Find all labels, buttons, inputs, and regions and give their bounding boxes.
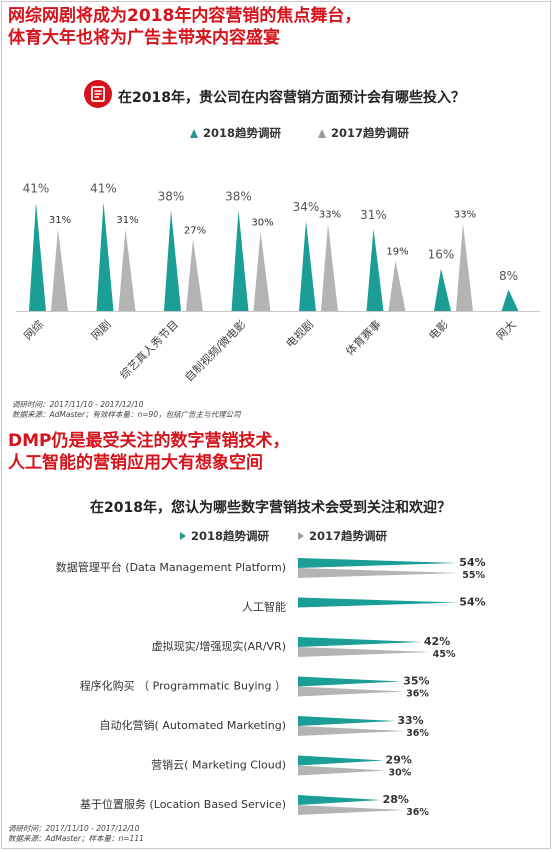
category-label: 营销云( Marketing Cloud)	[151, 758, 286, 772]
data-label-2017: 30%	[389, 768, 412, 779]
headline-line: 网综网剧将成为2018年内容营销的焦点舞台，	[8, 6, 362, 26]
data-label-2017: 31%	[49, 215, 71, 226]
bar-2018	[299, 220, 316, 311]
data-label-2018: 34%	[293, 200, 320, 214]
bar-2018	[298, 558, 458, 568]
headline-line: 人工智能的营销应用大有想象空间	[8, 453, 263, 473]
bar-2018	[366, 228, 384, 311]
data-label-2018: 38%	[225, 189, 252, 203]
bar-2017	[298, 686, 405, 697]
data-label-2017: 27%	[184, 225, 206, 236]
legend-label: 2018趋势调研	[191, 529, 270, 543]
question-content-investment: 在2018年，贵公司在内容营销方面预计会有哪些投入？	[118, 90, 465, 106]
legend-item-2017: 2017趋势调研	[318, 125, 409, 141]
data-label-2018: 8%	[499, 269, 518, 283]
bar-2017	[298, 805, 405, 815]
data-label-2017: 36%	[406, 689, 429, 700]
note-line: 数据来源：AdMaster；有效样本量：n=90，包括广告主与代理公司	[12, 410, 241, 419]
note-line: 数据来源：AdMaster；样本量：n=111	[8, 834, 144, 843]
bar-2017	[388, 260, 406, 311]
data-label-2018: 54%	[459, 596, 485, 609]
headline-content-marketing: 网综网剧将成为2018年内容营销的焦点舞台， 体育大年也将为广告主带来内容盛宴	[8, 5, 361, 49]
data-label-2017: 33%	[454, 210, 476, 221]
data-label-2017: 30%	[251, 218, 273, 229]
triangle-marker-icon	[298, 532, 304, 540]
bar-2018	[298, 795, 381, 805]
bar-2018	[298, 716, 396, 726]
category-label: 虚拟现实/增强现实(AR/VR)	[152, 639, 286, 653]
bar-2017	[118, 228, 136, 311]
data-label-2018: 31%	[360, 208, 387, 222]
legend-item-2017: 2017趋势调研	[298, 528, 387, 544]
bar-2018	[231, 210, 249, 311]
survey-note: 调研时间：2017/11/10 - 2017/12/10 数据来源：AdMast…	[8, 824, 144, 844]
data-label-2018: 16%	[428, 248, 455, 262]
note-line: 调研时间：2017/11/10 - 2017/12/10	[8, 824, 140, 833]
data-label-2017: 55%	[462, 570, 485, 581]
triangle-marker-icon	[190, 128, 198, 138]
headline-dmp: DMP仍是最受关注的数字营销技术， 人工智能的营销应用大有想象空间	[8, 430, 290, 474]
data-label-2018: 35%	[403, 675, 429, 688]
bar-2017	[298, 568, 461, 578]
bar-2018	[298, 597, 458, 608]
content-investment-chart: 41%31%网综41%31%网剧38%27%综艺真人秀节目38%30%自制视频/…	[16, 181, 540, 384]
document-icon	[84, 80, 112, 108]
legend-item-2018: 2018趋势调研	[180, 528, 269, 544]
bar-2018	[298, 676, 402, 687]
category-label: 自动化营销( Automated Marketing)	[100, 718, 286, 732]
bar-2018	[434, 268, 451, 311]
bar-2018	[29, 202, 46, 311]
data-label-2018: 33%	[397, 714, 423, 727]
legend-label: 2018趋势调研	[203, 126, 282, 140]
triangle-marker-icon	[318, 128, 326, 138]
bar-2018	[298, 637, 422, 647]
category-label: 数据管理平台 (Data Management Platform)	[56, 560, 286, 574]
bar-2017	[321, 223, 338, 311]
legend-item-2018: 2018趋势调研	[190, 125, 281, 141]
bar-2017	[186, 239, 203, 311]
bar-2018	[164, 210, 181, 311]
data-label-2018: 38%	[158, 189, 185, 203]
data-label-2017: 33%	[319, 210, 341, 221]
data-label-2017: 36%	[406, 807, 429, 818]
survey-note: 调研时间：2017/11/10 - 2017/12/10 数据来源：AdMast…	[12, 400, 241, 420]
note-line: 调研时间：2017/11/10 - 2017/12/10	[12, 400, 144, 409]
data-label-2018: 28%	[383, 793, 409, 806]
data-label-2018: 54%	[459, 556, 485, 569]
legend-label: 2017趋势调研	[309, 529, 388, 543]
data-label-2018: 29%	[386, 754, 412, 767]
headline-line: 体育大年也将为广告主带来内容盛宴	[8, 28, 280, 48]
category-label: 基于位置服务 (Location Based Service)	[80, 797, 286, 811]
bar-2017	[51, 228, 68, 311]
data-label-2017: 36%	[406, 728, 429, 739]
bar-2017	[298, 647, 431, 657]
bar-2018	[501, 289, 519, 311]
question-digital-tech: 在2018年，您认为哪些数字营销技术会受到关注和欢迎？	[90, 500, 451, 516]
data-label-2018: 41%	[23, 181, 50, 195]
category-label: 程序化购买 （ Programmatic Buying ）	[80, 679, 286, 693]
bar-2017	[456, 223, 473, 311]
data-label-2017: 31%	[116, 215, 138, 226]
data-label-2017: 19%	[386, 247, 408, 258]
headline-line: DMP仍是最受关注的数字营销技术，	[8, 431, 290, 451]
triangle-marker-icon	[180, 532, 186, 540]
bar-2018	[96, 202, 114, 311]
bar-2018	[298, 755, 384, 766]
category-label: 人工智能	[242, 600, 286, 614]
data-label-2017: 45%	[433, 649, 456, 660]
bar-2017	[298, 765, 387, 776]
bar-2017	[253, 231, 271, 311]
data-label-2018: 41%	[90, 181, 117, 195]
data-label-2018: 42%	[424, 635, 450, 648]
bar-2017	[298, 726, 405, 736]
legend-label: 2017趋势调研	[331, 126, 410, 140]
